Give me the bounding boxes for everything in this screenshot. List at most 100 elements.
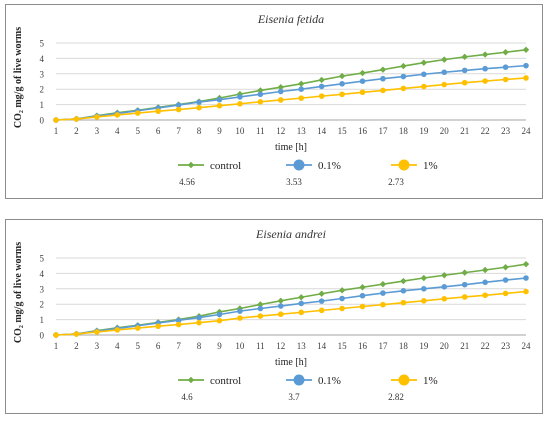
legend-marker (293, 159, 305, 171)
data-point (298, 80, 305, 88)
data-point (522, 46, 530, 53)
x-tick-label: 1 (54, 341, 59, 351)
final-value-label: 3.53 (286, 177, 302, 187)
data-point (277, 83, 284, 91)
legend-label: 1% (423, 375, 438, 387)
data-point (318, 76, 325, 84)
series-line (55, 263, 527, 336)
series-line (55, 277, 527, 336)
legend-label: control (210, 375, 241, 387)
data-point (380, 75, 386, 82)
x-tick-label: 9 (217, 126, 222, 136)
data-point (298, 86, 305, 92)
data-point (257, 91, 264, 98)
series-line (55, 48, 527, 121)
data-point (379, 66, 387, 73)
data-point (481, 266, 489, 274)
data-point (338, 72, 346, 80)
data-point (400, 85, 407, 92)
x-tick-label: 7 (176, 341, 181, 351)
data-point (420, 59, 428, 66)
data-point (502, 49, 509, 56)
legend-marker (398, 374, 410, 386)
x-tick-label: 3 (95, 126, 100, 136)
x-tick-label: 4 (115, 126, 120, 136)
y-tick-label: 2 (40, 85, 45, 95)
data-point (441, 81, 448, 88)
data-point (196, 104, 202, 111)
data-point (339, 81, 345, 87)
x-tick-label: 11 (256, 341, 265, 351)
data-point (502, 290, 509, 297)
x-tick-label: 6 (156, 126, 161, 136)
final-value-label: 2.82 (388, 392, 404, 402)
x-tick-label: 14 (317, 126, 327, 136)
data-point (196, 319, 202, 326)
x-tick-label: 2 (74, 341, 79, 351)
series-line (55, 290, 527, 336)
data-point (237, 308, 243, 314)
data-point (114, 327, 121, 333)
data-point (339, 295, 345, 302)
x-tick-label: 19 (419, 126, 429, 136)
y-tick-label: 1 (40, 315, 45, 325)
legend-entry: 0.1% (286, 159, 341, 172)
data-point (298, 294, 305, 301)
data-point (73, 116, 80, 122)
x-tick-label: 10 (235, 341, 245, 351)
y-tick-label: 1 (40, 100, 45, 110)
x-tick-label: 12 (276, 126, 285, 136)
data-point (359, 284, 366, 291)
x-tick-label: 24 (522, 341, 532, 351)
data-point (523, 62, 529, 69)
data-point (237, 315, 243, 321)
data-point (216, 102, 223, 109)
data-point (237, 101, 243, 107)
x-tick-label: 11 (256, 126, 265, 136)
series-1% (53, 288, 529, 338)
data-point (441, 56, 448, 63)
data-point (175, 106, 182, 113)
chart-title: Eisenia fetida (257, 12, 324, 26)
series-control (52, 260, 530, 339)
data-point (461, 67, 468, 74)
data-point (134, 325, 141, 331)
data-point (441, 69, 448, 76)
data-point (277, 88, 284, 95)
data-point (175, 102, 182, 108)
data-point (359, 78, 366, 84)
legend-label: control (210, 160, 241, 172)
x-tick-label: 13 (297, 126, 307, 136)
data-point (175, 321, 182, 328)
legend-marker (293, 374, 305, 386)
final-value-label: 2.73 (388, 177, 404, 187)
x-tick-label: 23 (501, 126, 511, 136)
y-tick-label: 0 (40, 331, 45, 341)
legend-entry: control (178, 375, 241, 387)
data-point (441, 283, 448, 290)
series-line (55, 77, 527, 121)
x-tick-label: 15 (338, 341, 348, 351)
x-tick-label: 24 (522, 126, 532, 136)
data-point (257, 301, 264, 308)
data-point (400, 299, 407, 306)
data-point (461, 281, 468, 288)
data-point (359, 89, 366, 96)
x-tick-label: 12 (276, 341, 285, 351)
data-point (298, 309, 305, 316)
data-point (298, 95, 305, 101)
legend-entry: 1% (391, 374, 438, 387)
data-point (277, 97, 284, 103)
x-axis-title: time [h] (275, 357, 307, 368)
y-tick-label: 0 (40, 116, 45, 126)
legend-label: 0.1% (318, 375, 341, 387)
y-tick-label: 4 (40, 269, 45, 279)
x-tick-label: 9 (217, 341, 222, 351)
chart-panel-eisenia-andrei: Eisenia andrei 0 1 2 3 4 5 1 2 3 4 5 6 7 8 9 10 11 12 13 14 1… (5, 219, 543, 414)
x-tick-label: 21 (460, 126, 469, 136)
x-tick-label: 20 (440, 126, 450, 136)
x-tick-label: 18 (399, 126, 409, 136)
data-point (502, 277, 509, 283)
data-point (441, 272, 448, 279)
